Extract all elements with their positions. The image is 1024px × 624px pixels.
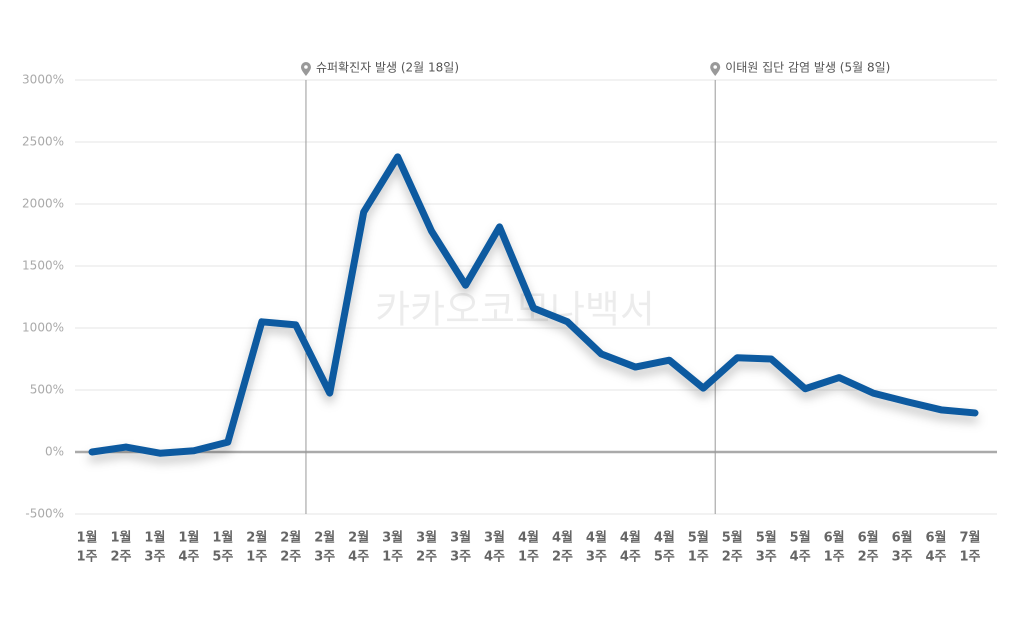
x-tick-label: 1주 xyxy=(959,550,980,565)
x-tick-label: 4주 xyxy=(620,550,641,565)
x-tick-label: 2주 xyxy=(858,550,879,565)
x-tick-label: 3주 xyxy=(892,550,913,565)
x-tick-label: 4주 xyxy=(926,550,947,565)
pin-dot xyxy=(713,65,717,69)
x-tick-label: 2주 xyxy=(552,550,573,565)
x-tick-label: 2주 xyxy=(280,550,301,565)
y-tick-label: 500% xyxy=(30,383,64,397)
x-tick-label: 4주 xyxy=(348,550,369,565)
y-tick-label: 0% xyxy=(45,445,64,459)
x-tick-label: 3주 xyxy=(756,550,777,565)
x-tick-label: 3월 xyxy=(382,530,403,546)
x-tick-label: 1월 xyxy=(76,530,97,546)
pin-icon xyxy=(710,62,721,76)
x-tick-label: 1주 xyxy=(824,550,845,565)
x-tick-label: 3월 xyxy=(484,530,505,546)
x-tick-label: 5주 xyxy=(212,550,233,565)
x-tick-label: 4주 xyxy=(178,550,199,565)
x-tick-label: 2월 xyxy=(348,530,369,546)
x-tick-label: 2월 xyxy=(280,530,301,546)
x-tick-label: 3월 xyxy=(416,530,437,546)
x-tick-label: 4주 xyxy=(484,550,505,565)
annotation-text: 이태원 집단 감염 발생 (5월 8일) xyxy=(725,61,890,75)
x-tick-label: 1월 xyxy=(110,530,131,546)
x-tick-label: 6월 xyxy=(858,530,879,546)
x-tick-label: 6월 xyxy=(824,530,845,546)
y-tick-label: 2000% xyxy=(22,197,64,211)
watermark: 카카오코모나백서 xyxy=(375,288,655,332)
x-tick-label: 5월 xyxy=(756,530,777,546)
x-tick-label: 5월 xyxy=(790,530,811,546)
x-tick-label: 4월 xyxy=(586,530,607,546)
x-tick-label: 1월 xyxy=(144,530,165,546)
x-tick-label: 3주 xyxy=(586,550,607,565)
pin-dot xyxy=(304,65,308,69)
x-tick-label: 2주 xyxy=(722,550,743,565)
y-tick-label: -500% xyxy=(25,507,64,521)
pin-icon xyxy=(300,62,311,76)
x-tick-label: 5월 xyxy=(688,530,709,546)
y-tick-label: 1500% xyxy=(22,259,64,273)
x-tick-label: 4월 xyxy=(552,530,573,546)
y-tick-label: 2500% xyxy=(22,135,64,149)
x-tick-label: 4월 xyxy=(518,530,539,546)
x-tick-label: 1주 xyxy=(76,550,97,565)
x-tick-label: 4월 xyxy=(654,530,675,546)
y-tick-label: 1000% xyxy=(22,321,64,335)
x-tick-label: 3주 xyxy=(144,550,165,565)
x-tick-label: 1주 xyxy=(518,550,539,565)
x-tick-label: 5월 xyxy=(722,530,743,546)
x-tick-label: 1월 xyxy=(212,530,233,546)
x-tick-label: 2월 xyxy=(314,530,335,546)
data-line xyxy=(88,153,979,457)
x-tick-label: 1주 xyxy=(688,550,709,565)
x-tick-label: 1주 xyxy=(246,550,267,565)
x-tick-label: 1주 xyxy=(382,550,403,565)
x-tick-label: 6월 xyxy=(926,530,947,546)
x-tick-label: 7월 xyxy=(959,530,980,546)
x-tick-label: 6월 xyxy=(892,530,913,546)
y-tick-label: 3000% xyxy=(22,73,64,87)
x-tick-label: 3주 xyxy=(450,550,471,565)
x-tick-label: 4월 xyxy=(620,530,641,546)
x-tick-label: 5주 xyxy=(654,550,675,565)
x-tick-label: 3월 xyxy=(450,530,471,546)
x-tick-label: 2주 xyxy=(416,550,437,565)
x-tick-label: 2주 xyxy=(110,550,131,565)
annotation-text: 슈퍼확진자 발생 (2월 18일) xyxy=(316,61,459,75)
x-tick-label: 4주 xyxy=(790,550,811,565)
x-tick-label: 2월 xyxy=(246,530,267,546)
x-tick-label: 1월 xyxy=(178,530,199,546)
x-tick-label: 3주 xyxy=(314,550,335,565)
